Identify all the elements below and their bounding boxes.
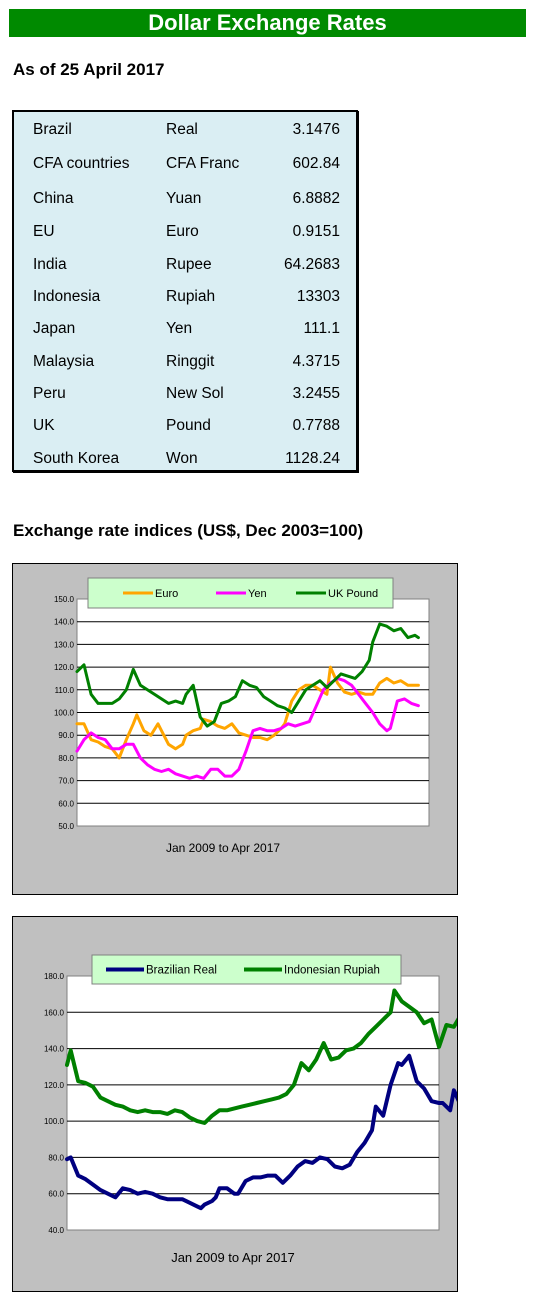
series-line-indonesian-rupiah — [65, 988, 479, 1125]
rate-value-cell: 4.3715 — [292, 353, 340, 370]
rates-table-row: China Yuan 6.8882 — [14, 188, 356, 210]
y-tick-label: 130.0 — [54, 640, 75, 649]
section-title-indices: Exchange rate indices (US$, Dec 2003=100… — [13, 521, 364, 540]
rates-table-row: India Rupee 64.2683 — [14, 254, 356, 276]
y-tick-label: 110.0 — [55, 686, 75, 695]
rate-value-cell: 3.2455 — [292, 385, 340, 402]
currency-cell: CFA Franc — [166, 155, 240, 172]
currency-cell: Ringgit — [166, 353, 215, 370]
y-tick-label: 120.0 — [44, 1081, 65, 1090]
rate-value-cell: 3.1476 — [292, 121, 340, 138]
rate-value-cell: 111.1 — [303, 320, 341, 337]
y-tick-label: 80.0 — [58, 754, 74, 763]
rate-value-cell: 602.84 — [292, 155, 340, 172]
country-cell: Malaysia — [33, 353, 95, 370]
legend-label: Brazilian Real — [146, 965, 217, 977]
y-tick-label: 180.0 — [44, 972, 65, 981]
rate-value-cell: 0.7788 — [292, 417, 340, 434]
series-line-euro — [75, 665, 420, 760]
country-cell: UK — [33, 417, 55, 434]
as-of-date: As of 25 April 2017 — [13, 60, 165, 79]
country-cell: CFA countries — [33, 155, 130, 172]
rate-value-cell: 13303 — [296, 288, 340, 305]
country-cell: China — [33, 190, 74, 207]
rate-value-cell: 6.8882 — [292, 190, 340, 207]
rates-table-row: UK Pound 0.7788 — [14, 415, 356, 437]
y-tick-label: 160.0 — [44, 1008, 65, 1017]
currency-cell: Rupee — [166, 256, 212, 273]
rates-table-row: Japan Yen 111.1 — [14, 318, 356, 340]
country-cell: South Korea — [33, 450, 120, 467]
currency-cell: New Sol — [166, 385, 224, 402]
y-tick-label: 120.0 — [54, 663, 75, 672]
y-tick-label: 100.0 — [44, 1117, 65, 1126]
rate-value-cell: 64.2683 — [283, 256, 340, 273]
currency-cell: Rupiah — [166, 288, 216, 305]
y-tick-label: 140.0 — [54, 618, 75, 627]
y-tick-label: 100.0 — [54, 709, 75, 718]
legend-label: Yen — [248, 588, 267, 600]
legend-label: UK Pound — [328, 588, 378, 600]
rates-table-row: Indonesia Rupiah 13303 — [14, 286, 356, 308]
y-tick-label: 50.0 — [58, 822, 74, 831]
rates-table-row: EU Euro 0.9151 — [14, 221, 356, 243]
country-cell: Peru — [33, 385, 66, 402]
y-tick-label: 70.0 — [58, 777, 74, 786]
country-cell: Indonesia — [33, 288, 101, 305]
rate-value-cell: 0.9151 — [292, 223, 340, 240]
chart-2-svg: 180.0 160.0 140.0 120.0 100.0 80.0 60.0 40.0 Jan… — [44, 954, 479, 1265]
page-title: Dollar Exchange Rates — [9, 9, 526, 37]
rates-table-row: CFA countries CFA Franc 602.84 — [14, 153, 356, 175]
y-tick-label: 60.0 — [58, 799, 74, 808]
y-tick-label: 150.0 — [54, 595, 75, 604]
currency-cell: Won — [166, 450, 198, 467]
rates-table-row: Peru New Sol 3.2455 — [14, 383, 356, 405]
rates-table-row: Brazil Real 3.1476 — [14, 119, 356, 141]
currency-cell: Yen — [166, 320, 193, 337]
chart-major-currencies: 150.0 140.0 130.0 120.0 110.0 100.0 90.0 80.0 70… — [12, 563, 458, 895]
series-line-yen — [75, 676, 420, 780]
rates-table: Brazil Real 3.1476 CFA countries CFA Franc 60… — [12, 110, 358, 472]
legend-label: Indonesian Rupiah — [284, 965, 380, 977]
currency-cell: Pound — [166, 417, 211, 434]
rate-value-cell: 1128.24 — [285, 450, 340, 467]
y-tick-label: 90.0 — [58, 731, 74, 740]
y-tick-label: 40.0 — [48, 1226, 64, 1235]
currency-cell: Real — [166, 121, 198, 138]
country-cell: Japan — [33, 320, 76, 337]
y-tick-label: 60.0 — [48, 1190, 64, 1199]
series-line-brazilian-real — [65, 1053, 479, 1211]
country-cell: EU — [33, 223, 55, 240]
currency-cell: Euro — [166, 223, 199, 240]
country-cell: Brazil — [33, 121, 72, 138]
chart-1-svg: 150.0 140.0 130.0 120.0 110.0 100.0 90.0 80.0 70… — [54, 577, 430, 855]
legend-label: Euro — [155, 588, 178, 600]
series-line-uk-pound — [75, 622, 420, 728]
x-axis-label: Jan 2009 to Apr 2017 — [166, 841, 280, 855]
chart-emerging-currencies: 180.0 160.0 140.0 120.0 100.0 80.0 60.0 40.0 Jan… — [12, 916, 479, 1292]
y-tick-label: 140.0 — [44, 1045, 65, 1054]
country-cell: India — [33, 256, 67, 273]
rates-table-row: Malaysia Ringgit 4.3715 — [14, 351, 356, 373]
rates-table-row: South Korea Won 1128.24 — [14, 448, 356, 470]
x-axis-label: Jan 2009 to Apr 2017 — [171, 1250, 295, 1265]
currency-cell: Yuan — [166, 190, 202, 207]
y-tick-label: 80.0 — [48, 1153, 64, 1162]
